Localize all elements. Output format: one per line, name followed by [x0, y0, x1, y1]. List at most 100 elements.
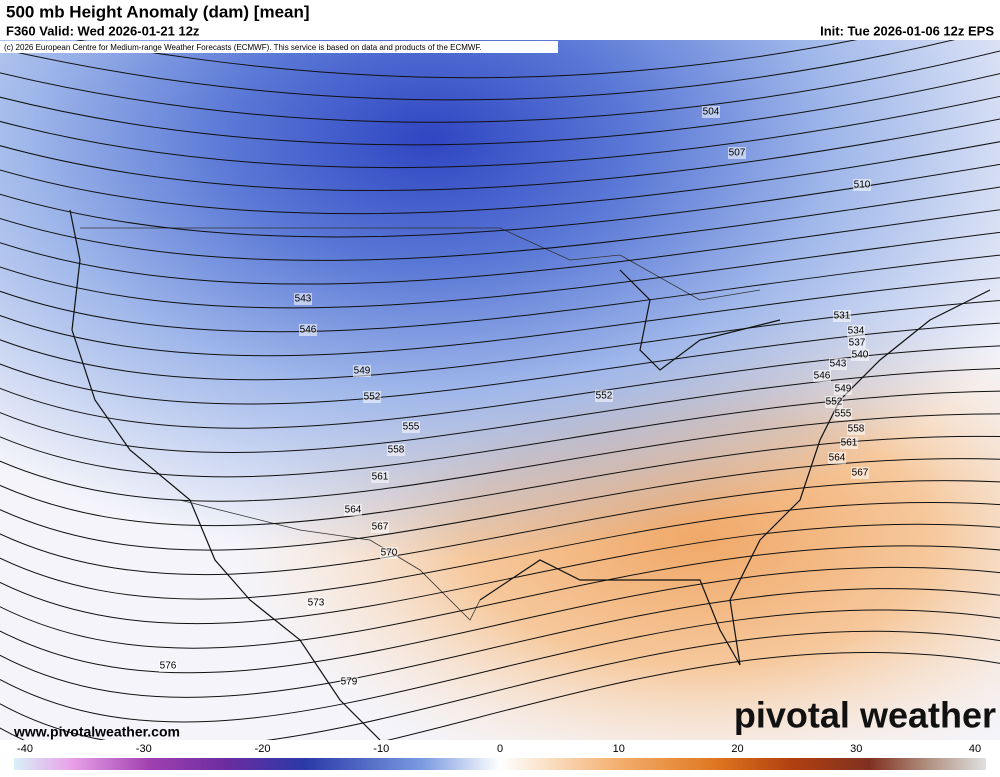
contour-label-bg: [834, 383, 852, 395]
contour-label-bg: [353, 365, 371, 377]
contour-label-bg: [848, 337, 866, 349]
contour-label-bg: [728, 147, 746, 159]
contour-label-bg: [307, 597, 325, 609]
contour-label-bg: [828, 452, 846, 464]
contour-line: [0, 186, 1000, 261]
init-time: Init: Tue 2026-01-06 12z EPS: [820, 23, 994, 38]
contour-label-bg: [829, 358, 847, 370]
contour-line: [0, 368, 1000, 453]
colorbar-tick-label: -20: [255, 743, 271, 755]
contour-line: [0, 630, 1000, 740]
contour-line: [0, 163, 1000, 238]
contour-label-bg: [380, 547, 398, 559]
colorbar-tick-label: -10: [373, 743, 389, 755]
colorbar: [14, 758, 986, 770]
contour-line: [0, 502, 1000, 600]
contour-label: 555: [835, 409, 852, 420]
contour-line: [0, 95, 1000, 169]
contour-label: 579: [341, 677, 358, 688]
contour-label-bg: [402, 421, 420, 433]
contour-line: [0, 652, 1000, 740]
contour-line: [0, 413, 1000, 502]
contour-line: [0, 322, 1000, 405]
contour-line: [0, 435, 1000, 527]
colorbar-tick-label: -40: [17, 743, 33, 755]
contour-label: 552: [596, 391, 613, 402]
contour-label: 546: [814, 371, 831, 382]
contour-label-bg: [847, 423, 865, 435]
colorbar-tick-label: 40: [969, 743, 981, 755]
contour-label-bg: [595, 390, 613, 402]
contour-label: 561: [372, 472, 389, 483]
contour-line: [0, 480, 1000, 576]
header-bg: [0, 0, 1000, 40]
contour-labels: 5045075105435465495525555585615645675705…: [159, 106, 871, 688]
contour-label-bg: [299, 324, 317, 336]
us-canada-border: [80, 227, 761, 301]
contour-label: 552: [364, 392, 381, 403]
contour-label-bg: [371, 471, 389, 483]
colorbar-ticks: -40 -30 -20 -10 0 10 20 30 40: [17, 743, 981, 755]
contour-line: [0, 566, 1000, 674]
contour-label-bg: [851, 349, 869, 361]
contour-line: [0, 141, 1000, 215]
colorbar-tick-label: 20: [731, 743, 743, 755]
credit-bg: [0, 41, 558, 53]
contour-label: 573: [308, 598, 325, 609]
contour-label: 564: [829, 453, 846, 464]
contour-label: 561: [841, 438, 858, 449]
contour-label: 555: [403, 422, 420, 433]
contour-line: [0, 277, 1000, 357]
contour-line: [0, 209, 1000, 285]
colorbar-tick-label: -30: [136, 743, 152, 755]
contour-label: 531: [834, 311, 851, 322]
contour-label: 534: [848, 326, 865, 337]
contour-label-bg: [294, 293, 312, 305]
contour-line: [0, 545, 1000, 649]
contour-label-bg: [159, 660, 177, 672]
contour-line: [0, 40, 955, 101]
contour-label: 540: [852, 350, 869, 361]
contour-label-bg: [371, 521, 389, 533]
contour-label: 507: [729, 148, 746, 159]
contour-line: [0, 231, 1000, 309]
contour-label: 537: [849, 338, 866, 349]
contour-label-bg: [833, 310, 851, 322]
contour-label: 546: [300, 325, 317, 336]
contour-label: 564: [345, 505, 362, 516]
contour-label: 567: [852, 468, 869, 479]
credit: (c) 2026 European Centre for Medium-rang…: [4, 43, 482, 52]
contour-label: 567: [372, 522, 389, 533]
colorbar-tick-label: 10: [613, 743, 625, 755]
contour-label-bg: [853, 179, 871, 191]
contour-label: 570: [381, 548, 398, 559]
contour-line: [0, 609, 1000, 723]
logo: pivotal weather: [734, 695, 996, 736]
contour-line: [0, 73, 1000, 146]
contour-line: [0, 588, 1000, 698]
contour-label-bg: [340, 676, 358, 688]
west-coast: [69, 209, 381, 740]
contour-label: 504: [703, 107, 720, 118]
contour-label-bg: [344, 504, 362, 516]
title: 500 mb Height Anomaly (dam) [mean]: [6, 2, 310, 21]
contour-label: 576: [160, 661, 177, 672]
contour-label-bg: [840, 437, 858, 449]
contour-label-bg: [847, 325, 865, 337]
contour-label-bg: [702, 106, 720, 118]
contour-label: 510: [854, 180, 871, 191]
contour-label-bg: [834, 408, 852, 420]
contour-label: 558: [848, 424, 865, 435]
website: www.pivotalweather.com: [13, 724, 180, 740]
colorbar-tick-label: 0: [497, 743, 503, 755]
contour-label: 543: [830, 359, 847, 370]
contour-line: [0, 118, 1000, 191]
contour-label-bg: [813, 370, 831, 382]
contour-label: 558: [388, 445, 405, 456]
contour-line: [0, 50, 1000, 123]
contour-label-bg: [363, 391, 381, 403]
contour-line: [0, 254, 1000, 333]
contour-label: 543: [295, 294, 312, 305]
